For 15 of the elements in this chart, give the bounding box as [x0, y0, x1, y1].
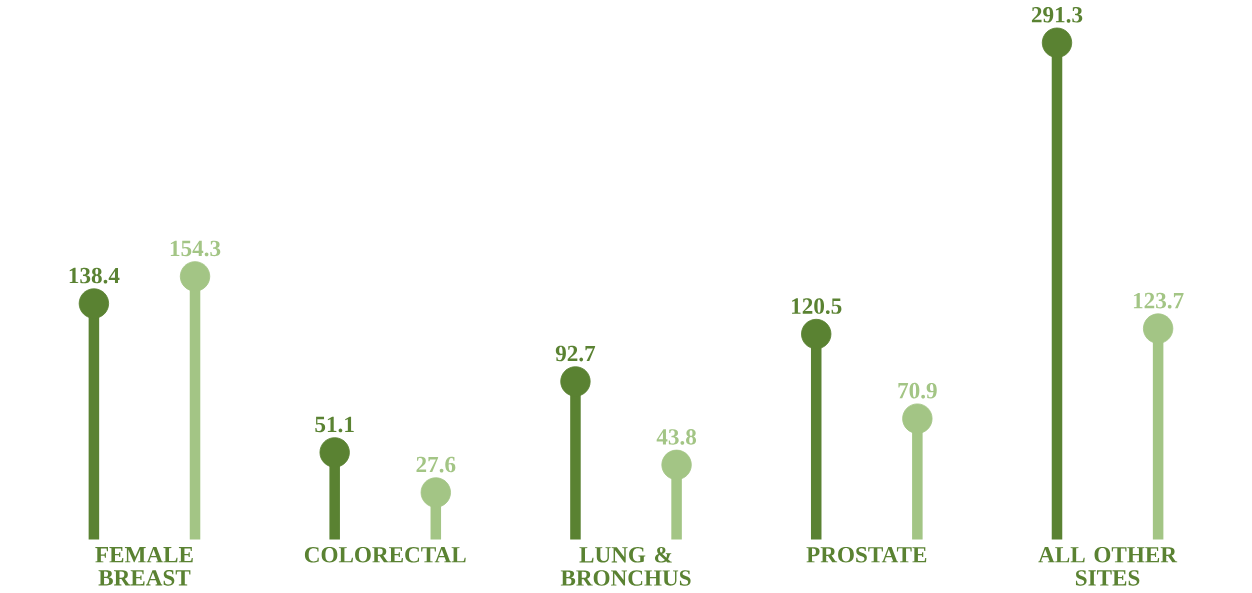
- data-label: 291.3: [1031, 7, 1083, 23]
- data-label: 51.1: [315, 416, 354, 433]
- data-label: 123.7: [1133, 292, 1184, 309]
- x-tick-label: ALL OTHER SITES: [1038, 547, 1178, 586]
- data-label: 27.6: [416, 456, 456, 473]
- x-tick-label: LUNG & BRONCHUS: [560, 547, 691, 586]
- x-tick-label: PROSTATE: [806, 547, 927, 563]
- data-label: 138.4: [69, 267, 120, 284]
- data-label: 92.7: [555, 345, 596, 362]
- data-label: 70.9: [898, 382, 937, 399]
- data-label: 120.5: [792, 298, 842, 315]
- x-tick-label: FEMALE BREAST: [95, 547, 193, 586]
- data-label: 154.3: [170, 240, 221, 257]
- data-label: 43.8: [656, 429, 697, 445]
- x-tick-label: COLORECTAL: [304, 547, 466, 563]
